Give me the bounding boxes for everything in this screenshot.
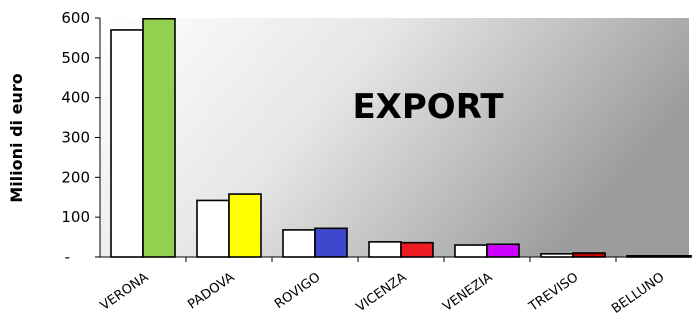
bar-vicenza-series-2 [400,241,434,258]
x-tick-label-belluno: BELLUNO [609,270,667,317]
x-tick-label-vicenza: VICENZA [354,270,410,315]
y-axis-label: Milioni di euro [7,73,26,202]
y-tick-label: 600 [61,9,90,27]
x-tick-label-treviso: TREVISO [526,270,582,315]
bar-venezia-series-1 [454,244,488,258]
bar-padova-series-2 [228,193,262,258]
bars-group [110,17,692,258]
x-tick-label-verona: VERONA [98,270,152,314]
bar-padova-series-1 [196,199,230,258]
y-tick-label: 500 [61,49,90,67]
bar-vicenza-series-1 [368,241,402,258]
y-tick-label: - [65,248,70,266]
x-tick-label-venezia: VENEZIA [440,270,495,315]
y-ticks-group: 600 500 400 300 200 100 - [61,9,100,266]
x-tick-label-rovigo: ROVIGO [272,270,323,312]
bar-rovigo-series-2 [314,227,348,258]
x-tick-label-padova: PADOVA [185,270,237,313]
chart-title: EXPORT [352,87,504,127]
bar-verona-series-2 [142,17,176,258]
bar-treviso-series-2 [572,252,606,258]
bar-rovigo-series-1 [282,229,316,258]
y-tick-label: 300 [61,129,90,147]
y-tick-label: 200 [61,168,90,186]
y-tick-label: 400 [61,89,90,107]
x-labels-group: VERONA PADOVA ROVIGO VICENZA VENEZIA TREVISO B… [98,257,667,317]
plot-area [100,18,689,257]
bar-venezia-series-2 [486,243,520,258]
y-tick-label: 100 [61,208,90,226]
bar-verona-series-1 [110,29,144,258]
